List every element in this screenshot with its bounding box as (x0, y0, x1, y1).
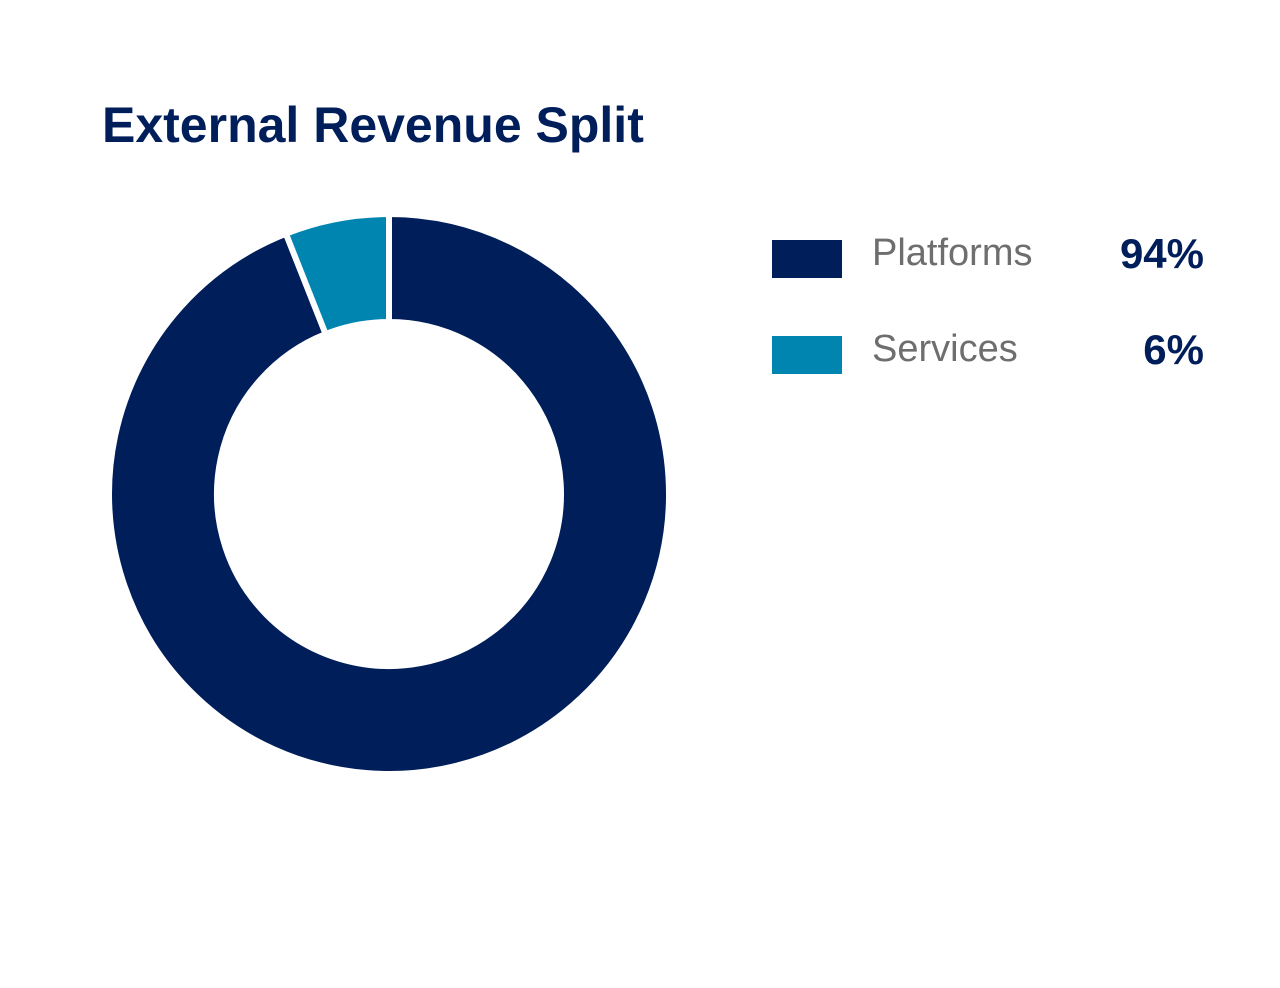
legend-item-platforms: Platforms 94% (772, 228, 1212, 324)
donut-slice-platforms (106, 210, 672, 777)
legend-label-platforms: Platforms (872, 232, 1033, 274)
legend-swatch-platforms (772, 240, 842, 278)
legend-label-services: Services (872, 328, 1018, 370)
chart-title: External Revenue Split (102, 97, 644, 153)
legend-item-services: Services 6% (772, 324, 1212, 420)
donut-chart (106, 210, 672, 777)
donut-slice-services (282, 210, 392, 338)
legend-value-services: 6% (1143, 326, 1204, 373)
legend-swatch-services (772, 336, 842, 374)
legend: Platforms 94% Services 6% (772, 228, 1212, 420)
legend-value-platforms: 94% (1119, 230, 1204, 277)
